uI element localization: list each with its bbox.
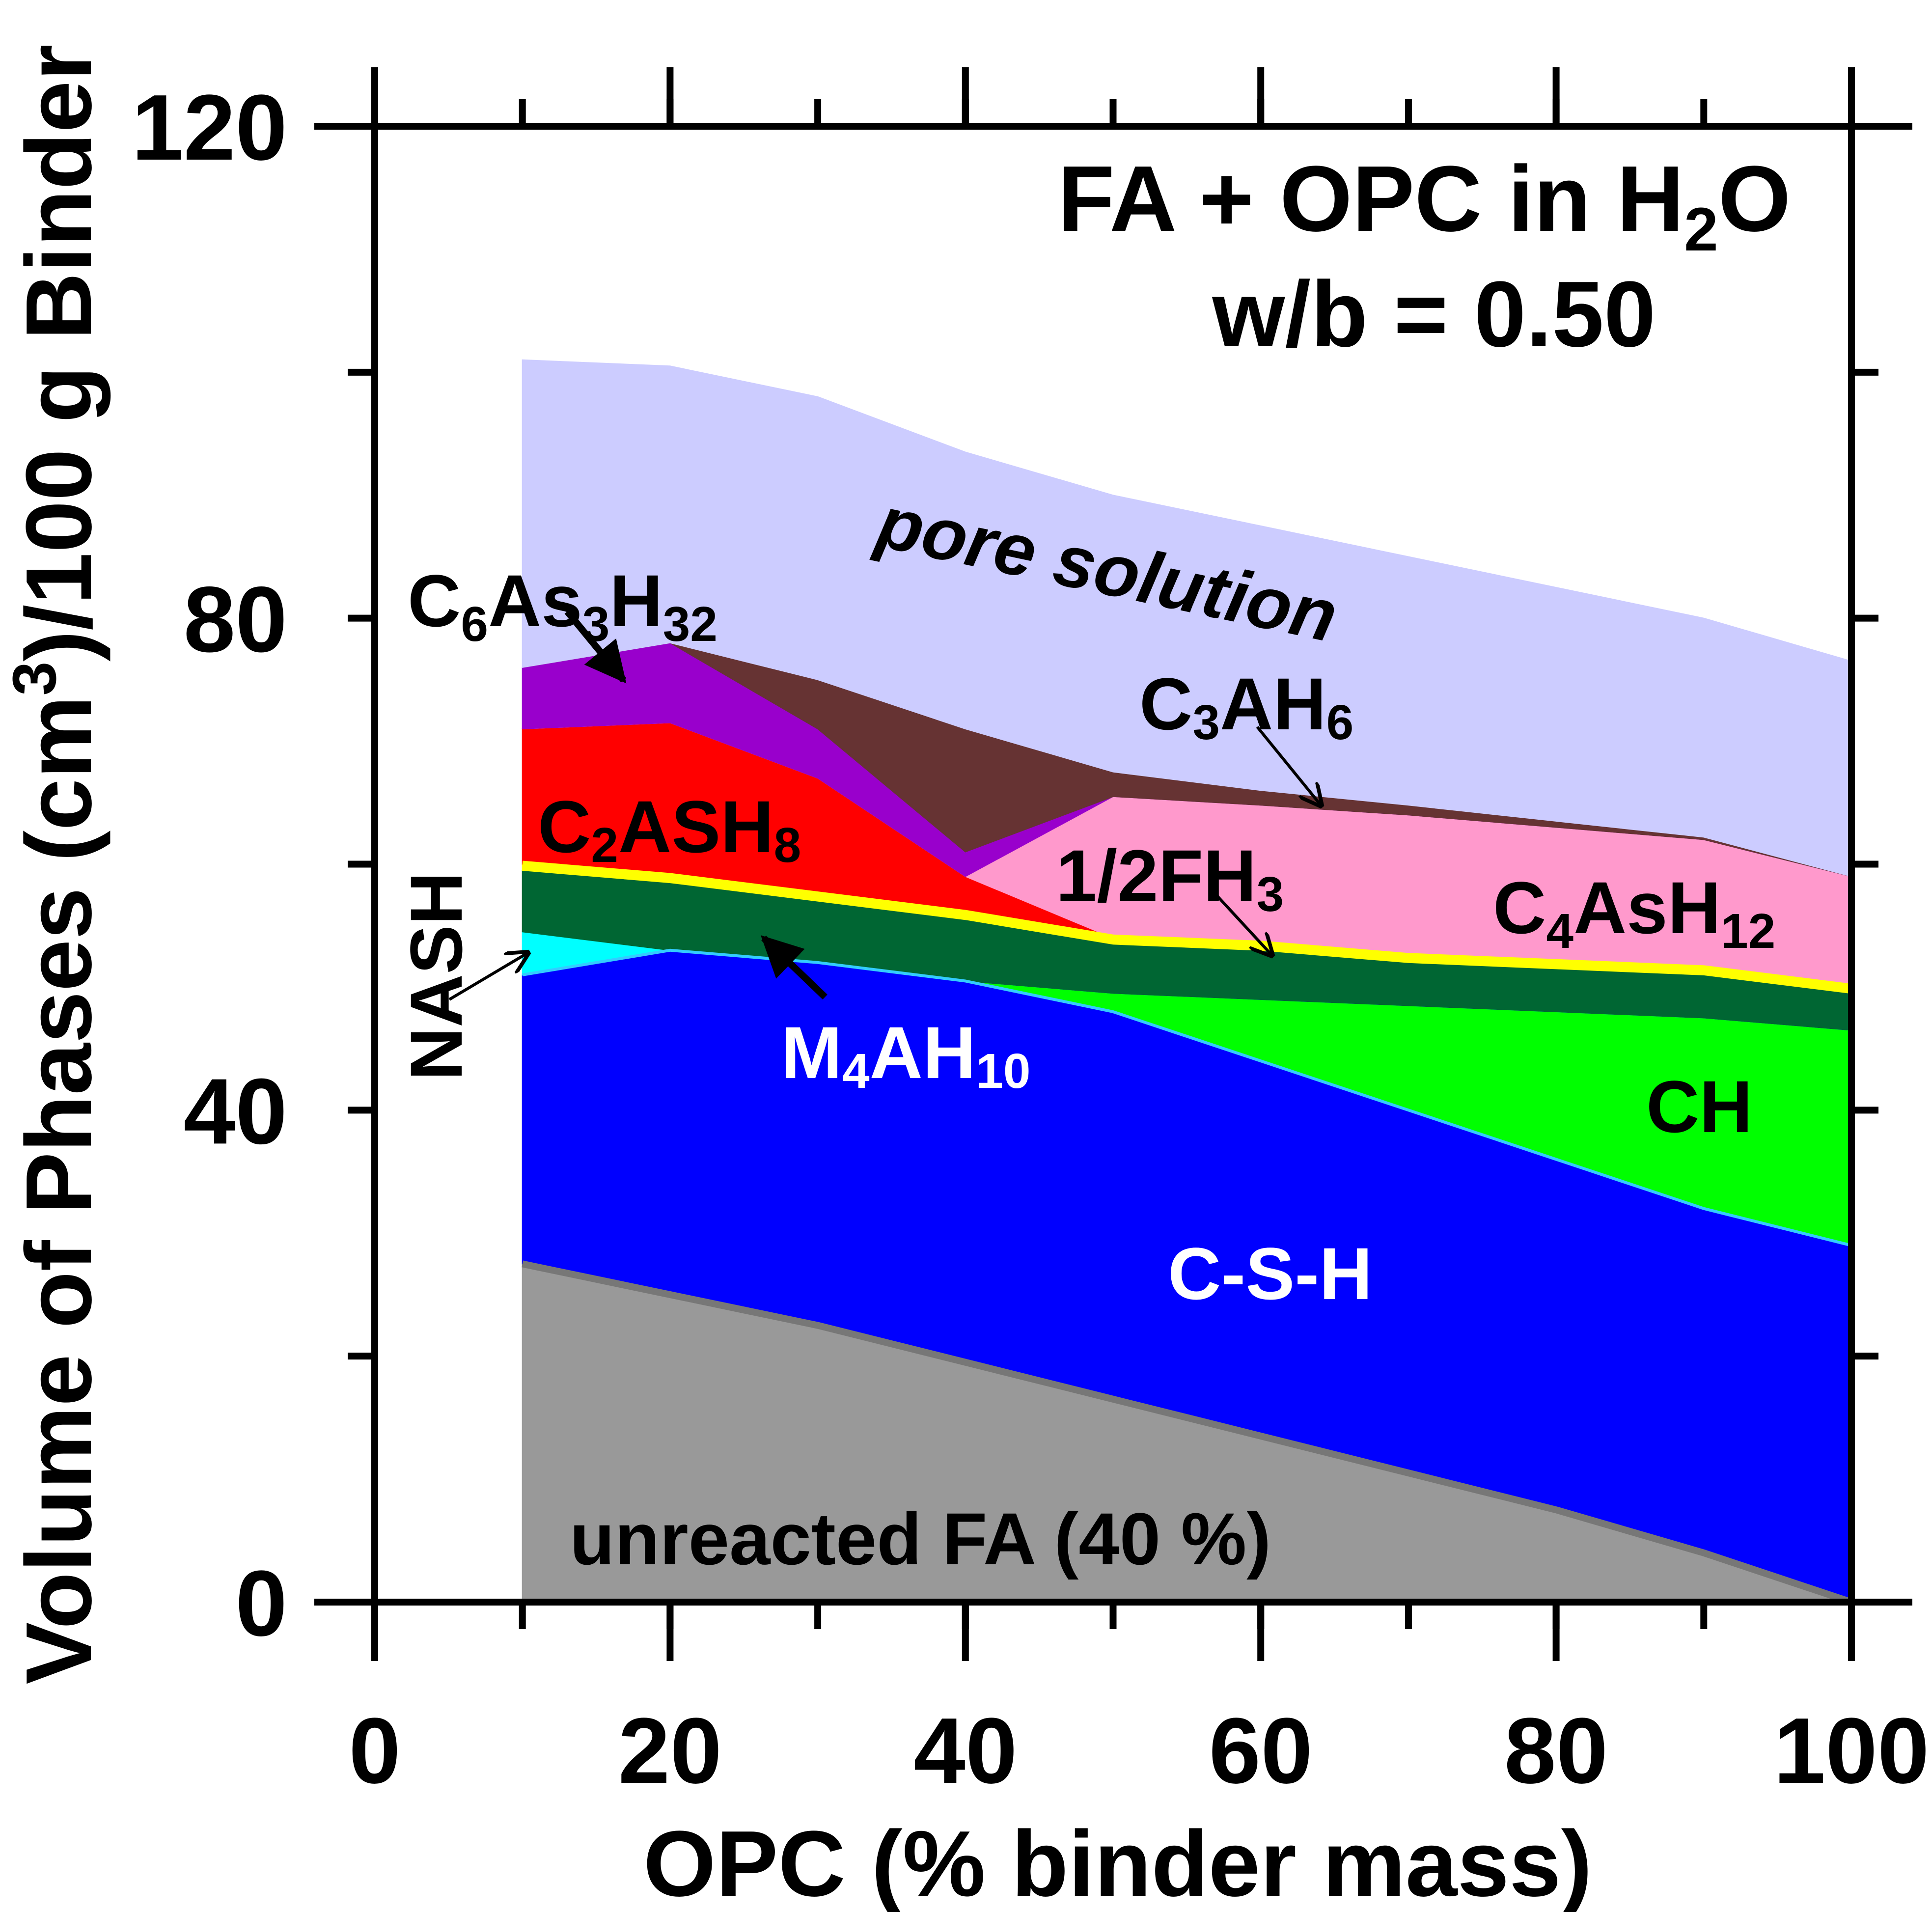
stacked-areas	[522, 359, 1853, 1606]
x-tick-label: 60	[1209, 1699, 1313, 1803]
axis-ticks	[348, 67, 1878, 1661]
label-c3ah6: C3AH6	[1139, 663, 1353, 750]
y-axis-title: Volume of Phases (cm3)/100 g Binder	[0, 44, 111, 1684]
label-unreacted-fa: unreacted FA (40 %)	[570, 1497, 1271, 1580]
y-tick-label: 40	[184, 1059, 287, 1164]
chart-title-line1: FA + OPC in H2O	[1058, 147, 1791, 264]
chart-title-line2: w/b = 0.50	[1212, 262, 1656, 366]
boundary-c-s-h	[522, 948, 1852, 1247]
label-ch: CH	[1646, 1065, 1753, 1148]
label-m4ah10: M4AH10	[781, 1011, 1030, 1099]
boundary-1-2fh3	[522, 860, 1852, 991]
x-tick-label: 20	[618, 1699, 722, 1803]
y-tick-label: 80	[184, 568, 287, 672]
arrow-m4ah10	[760, 935, 828, 1000]
x-axis-title: OPC (% binder mass)	[643, 1812, 1592, 1912]
x-tick-label: 40	[913, 1699, 1017, 1803]
label-c2ash8: C2ASH8	[538, 785, 801, 873]
arrow-nash	[448, 953, 528, 1001]
y-tick-label: 120	[132, 76, 287, 180]
arrow-c3ah6	[1256, 726, 1321, 805]
label-half-fh3: 1/2FH3	[1056, 834, 1284, 922]
arrow-c6as3h32	[564, 609, 627, 684]
x-tick-label: 0	[349, 1699, 401, 1803]
boundary-unreacted-fa-40	[522, 1260, 1853, 1606]
label-nash: NASH	[395, 872, 477, 1081]
axis-tick-labels: 0 20 40 60 80 100 0 40 80 120	[132, 76, 1930, 1803]
y-tick-label: 0	[235, 1552, 287, 1656]
arrow-half-fh3	[1212, 890, 1272, 955]
x-tick-label: 100	[1773, 1699, 1929, 1803]
x-tick-label: 80	[1504, 1699, 1608, 1803]
label-csh: C-S-H	[1168, 1232, 1373, 1315]
